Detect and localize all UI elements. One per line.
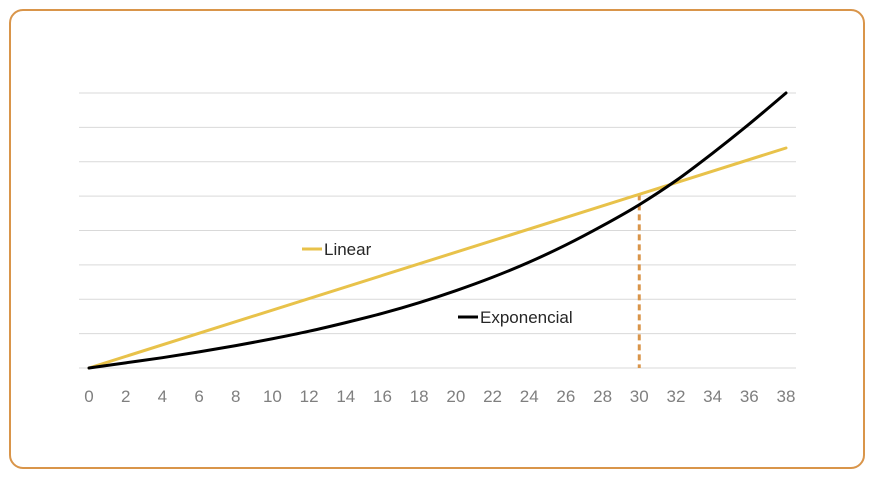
- x-tick-label: 22: [483, 387, 502, 406]
- x-tick-label: 4: [158, 387, 167, 406]
- x-tick-label: 14: [336, 387, 355, 406]
- x-tick-label: 2: [121, 387, 130, 406]
- x-axis-ticks: 0 2 4 6 8 10 12 14 16 18 20 22 24 26 28 30 32 34 36 38: [84, 387, 795, 406]
- x-tick-label: 32: [666, 387, 685, 406]
- x-tick-label: 20: [446, 387, 465, 406]
- x-tick-label: 38: [777, 387, 796, 406]
- x-tick-label: 8: [231, 387, 240, 406]
- x-tick-label: 18: [410, 387, 429, 406]
- x-tick-label: 28: [593, 387, 612, 406]
- series-label-linear: Linear: [324, 240, 372, 259]
- gridlines: [79, 92, 796, 369]
- x-tick-label: 16: [373, 387, 392, 406]
- x-tick-label: 30: [630, 387, 649, 406]
- chart-frame: [9, 9, 865, 469]
- series-label-exponencial: Exponencial: [480, 308, 573, 327]
- x-tick-label: 12: [300, 387, 319, 406]
- x-tick-label: 26: [556, 387, 575, 406]
- x-tick-label: 6: [194, 387, 203, 406]
- series-line-exponencial: [87, 91, 788, 370]
- x-tick-label: 24: [520, 387, 539, 406]
- x-tick-label: 34: [703, 387, 722, 406]
- series-labels: Linear Exponencial: [302, 240, 573, 327]
- series-line-linear: [87, 146, 788, 370]
- chart-marks: [87, 91, 788, 370]
- x-tick-label: 0: [84, 387, 93, 406]
- x-tick-label: 36: [740, 387, 759, 406]
- x-tick-label: 10: [263, 387, 282, 406]
